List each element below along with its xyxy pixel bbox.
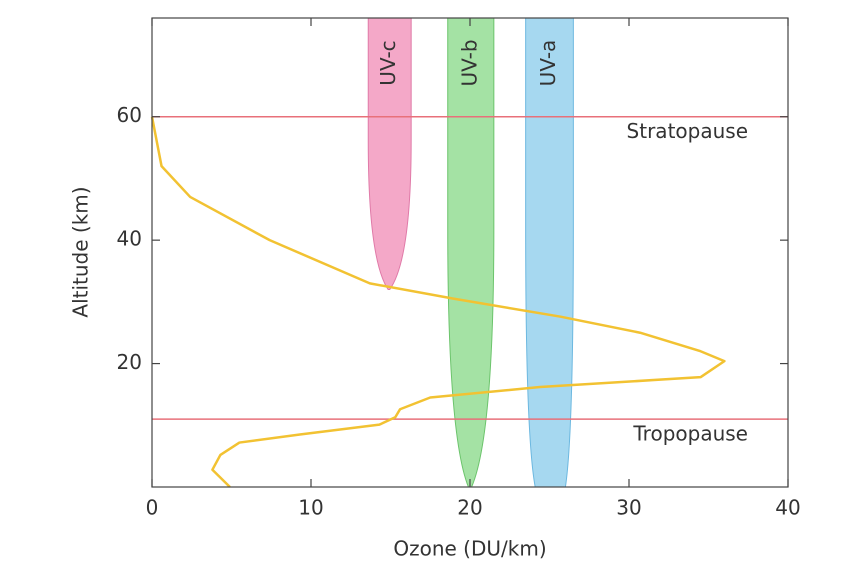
band-label: UV-c [376,40,400,85]
y-axis-label: Altitude (km) [69,186,93,317]
ozone-curve [150,116,726,488]
y-tick-label: 40 [117,227,142,251]
x-axis-label: Ozone (DU/km) [393,537,546,561]
band-label: UV-b [457,39,481,86]
x-tick-label: 10 [298,496,323,520]
reference-label: Tropopause [632,422,748,446]
x-tick-label: 40 [775,496,800,520]
x-tick-label: 30 [616,496,641,520]
y-tick-label: 20 [117,350,142,374]
band-label: UV-a [536,40,560,87]
uv-band [367,17,412,291]
y-tick-label: 60 [117,103,142,127]
uv-band [447,17,495,488]
x-tick-label: 0 [146,496,159,520]
uv-band [525,17,574,488]
reference-label: Stratopause [627,119,748,143]
x-tick-label: 20 [457,496,482,520]
